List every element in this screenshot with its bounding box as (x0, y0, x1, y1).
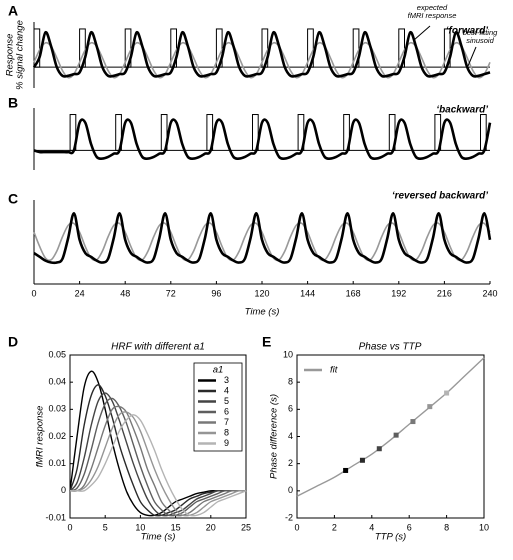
y-tick-label: 0 (288, 485, 293, 495)
y-axis-label: % signal change (15, 20, 26, 90)
panel-letter: B (8, 95, 18, 111)
panel-title: Phase vs TTP (359, 342, 422, 353)
y-tick-label: 0.01 (48, 458, 66, 468)
scatter-point (359, 457, 365, 463)
x-tick-label: 24 (75, 288, 85, 298)
series-line (33, 118, 492, 161)
x-tick-label: 6 (407, 522, 412, 532)
x-tick-label: 0 (294, 522, 299, 532)
x-tick-label: 144 (300, 288, 315, 298)
annotation: expected (417, 3, 448, 12)
x-axis-label: Time (s) (141, 532, 176, 543)
series-line (33, 211, 492, 265)
y-tick-label: 0.03 (48, 404, 66, 414)
panel-title: ‘backward’ (436, 105, 488, 116)
scatter-point (343, 467, 349, 473)
annotation: sinusoid (466, 36, 494, 45)
series-line (69, 411, 247, 517)
x-tick-label: 168 (346, 288, 361, 298)
panel-title: ‘forward’ (446, 26, 488, 37)
panel-title: HRF with different a1 (111, 342, 205, 353)
y-axis-label: Response (5, 34, 16, 77)
legend-label: fit (330, 365, 338, 376)
y-tick-label: 4 (288, 431, 293, 441)
series-line (69, 392, 246, 517)
legend-label: 9 (224, 438, 229, 448)
x-tick-label: 240 (482, 288, 497, 298)
legend-label: 7 (224, 417, 229, 427)
legend-label: 4 (224, 385, 229, 395)
y-tick-label: 0.04 (48, 377, 66, 387)
y-tick-label: 0 (61, 485, 66, 495)
x-tick-label: 20 (206, 522, 216, 532)
panel-letter: C (8, 191, 18, 207)
y-tick-label: 0.05 (48, 349, 66, 359)
x-tick-label: 2 (332, 522, 337, 532)
x-tick-label: 4 (369, 522, 374, 532)
annotation-pointer (467, 46, 477, 67)
x-tick-label: 120 (254, 288, 269, 298)
y-tick-label: 0.02 (48, 431, 66, 441)
x-tick-label: 8 (444, 522, 449, 532)
series-line (32, 30, 491, 78)
y-axis-label: fMRI response (35, 406, 46, 468)
y-tick-label: 2 (288, 458, 293, 468)
y-tick-label: 6 (288, 404, 293, 414)
legend-box (193, 362, 243, 452)
legend-label: 8 (224, 427, 229, 437)
panel-letter: E (262, 334, 271, 350)
legend-label: 3 (224, 375, 229, 385)
series-line (69, 405, 246, 517)
x-axis-label: TTP (s) (375, 532, 406, 543)
x-tick-label: 5 (103, 522, 108, 532)
series-line (69, 414, 247, 517)
x-tick-label: 10 (479, 522, 489, 532)
scatter-point (427, 404, 433, 410)
y-tick-label: -2 (285, 512, 293, 522)
x-tick-label: 10 (135, 522, 145, 532)
annotation: best-fitting (463, 28, 498, 37)
x-tick-label: 48 (120, 288, 130, 298)
plot-frame (296, 354, 485, 519)
scatter-point (393, 432, 399, 438)
y-tick-label: -0.01 (45, 512, 66, 522)
y-axis-label: Phase difference (s) (269, 394, 280, 479)
x-tick-label: 96 (211, 288, 221, 298)
stimulus-box (33, 28, 41, 68)
scatter-point (376, 446, 382, 452)
x-tick-label: 15 (171, 522, 181, 532)
scatter-point (444, 390, 450, 396)
annotation-pointer (413, 25, 431, 41)
panel-letter: D (8, 334, 18, 350)
y-tick-label: 8 (288, 377, 293, 387)
legend-title: a1 (213, 365, 224, 376)
x-tick-label: 216 (437, 288, 452, 298)
panel-letter: A (8, 3, 18, 19)
x-tick-label: 72 (166, 288, 176, 298)
x-tick-label: 192 (391, 288, 406, 298)
x-tick-label: 0 (31, 288, 36, 298)
panel-title: ‘reversed backward’ (392, 191, 488, 202)
annotation: fMRI response (408, 11, 457, 20)
scatter-point (410, 419, 416, 425)
legend-label: 5 (224, 396, 229, 406)
series-line (69, 397, 246, 517)
series-line (296, 357, 485, 497)
x-axis-label: Time (s) (245, 307, 280, 318)
y-tick-label: 10 (283, 349, 293, 359)
legend-label: 6 (224, 406, 229, 416)
x-tick-label: 25 (241, 522, 251, 532)
x-tick-label: 0 (67, 522, 72, 532)
